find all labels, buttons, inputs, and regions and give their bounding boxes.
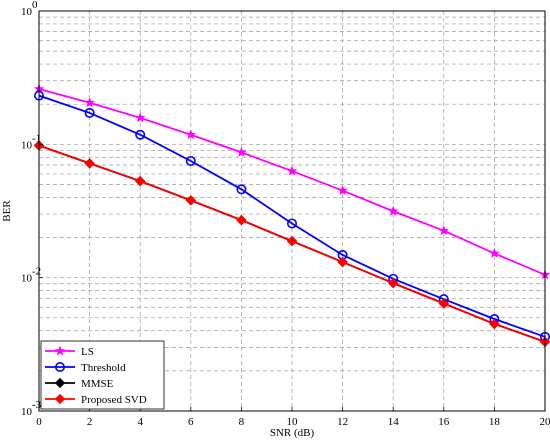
y-tick-exponent: 0 bbox=[32, 0, 38, 11]
data-point-diamond bbox=[337, 256, 348, 268]
x-tick-label: 0 bbox=[36, 416, 42, 428]
x-tick-label: 10 bbox=[287, 416, 299, 428]
data-point-diamond bbox=[286, 235, 298, 247]
data-point-star bbox=[489, 248, 500, 258]
data-point-diamond bbox=[54, 393, 66, 405]
x-axis-label: SNR (dB) bbox=[270, 427, 315, 439]
data-point-diamond bbox=[438, 298, 449, 309]
data-point-star bbox=[388, 205, 399, 216]
series-line bbox=[38, 94, 546, 338]
data-point-diamond bbox=[388, 277, 399, 289]
x-tick-label: 18 bbox=[489, 416, 501, 428]
data-point-star bbox=[438, 225, 449, 236]
x-tick-label: 6 bbox=[188, 416, 194, 428]
y-tick-label: 10 bbox=[21, 406, 33, 418]
y-tick-exponent: -1 bbox=[32, 132, 41, 144]
data-point-diamond bbox=[489, 318, 500, 330]
data-point-diamond bbox=[236, 214, 247, 226]
y-tick-label: 10 bbox=[21, 139, 33, 151]
y-tick-exponent: -3 bbox=[32, 399, 42, 411]
legend-label: Proposed SVD bbox=[81, 394, 147, 406]
grid-lines bbox=[39, 11, 545, 411]
legend-label: LS bbox=[81, 346, 94, 358]
data-point-circle bbox=[84, 107, 95, 118]
data-point-circle bbox=[286, 218, 297, 229]
data-point-star bbox=[84, 97, 95, 108]
data-point-circle bbox=[185, 155, 196, 166]
x-tick-labels: 0 2 4 6 8 10 12 14 16 18 20 bbox=[36, 407, 550, 428]
x-tick-label: 20 bbox=[540, 416, 550, 428]
legend-label: Threshold bbox=[81, 362, 126, 374]
y-axis-label: BER bbox=[1, 200, 13, 222]
data-point-star bbox=[236, 146, 247, 157]
data-point-star bbox=[185, 129, 196, 140]
legend-label: MMSE bbox=[81, 378, 114, 390]
data-point-star bbox=[135, 112, 146, 123]
data-point-diamond bbox=[54, 377, 66, 389]
data-point-star bbox=[54, 345, 66, 356]
y-tick-label: 10 bbox=[21, 273, 33, 285]
data-point-circle bbox=[54, 361, 65, 372]
data-point-diamond bbox=[185, 195, 196, 206]
data-point-circle bbox=[135, 129, 146, 140]
y-tick-label: 10 bbox=[21, 6, 33, 18]
x-tick-label: 8 bbox=[239, 416, 245, 428]
legend: LS Threshold MMSE Proposed SVD bbox=[40, 340, 165, 410]
x-tick-label: 14 bbox=[388, 416, 400, 428]
data-point-star bbox=[337, 185, 348, 195]
x-tick-label: 16 bbox=[438, 416, 450, 428]
x-tick-label: 12 bbox=[337, 416, 348, 428]
x-tick-label: 4 bbox=[137, 416, 143, 428]
x-tick-label: 2 bbox=[87, 416, 93, 428]
data-point-star bbox=[286, 165, 298, 176]
data-point-diamond bbox=[135, 175, 146, 187]
y-tick-exponent: -2 bbox=[32, 266, 41, 278]
data-point-diamond bbox=[84, 158, 95, 169]
data-point-circle bbox=[236, 184, 247, 195]
